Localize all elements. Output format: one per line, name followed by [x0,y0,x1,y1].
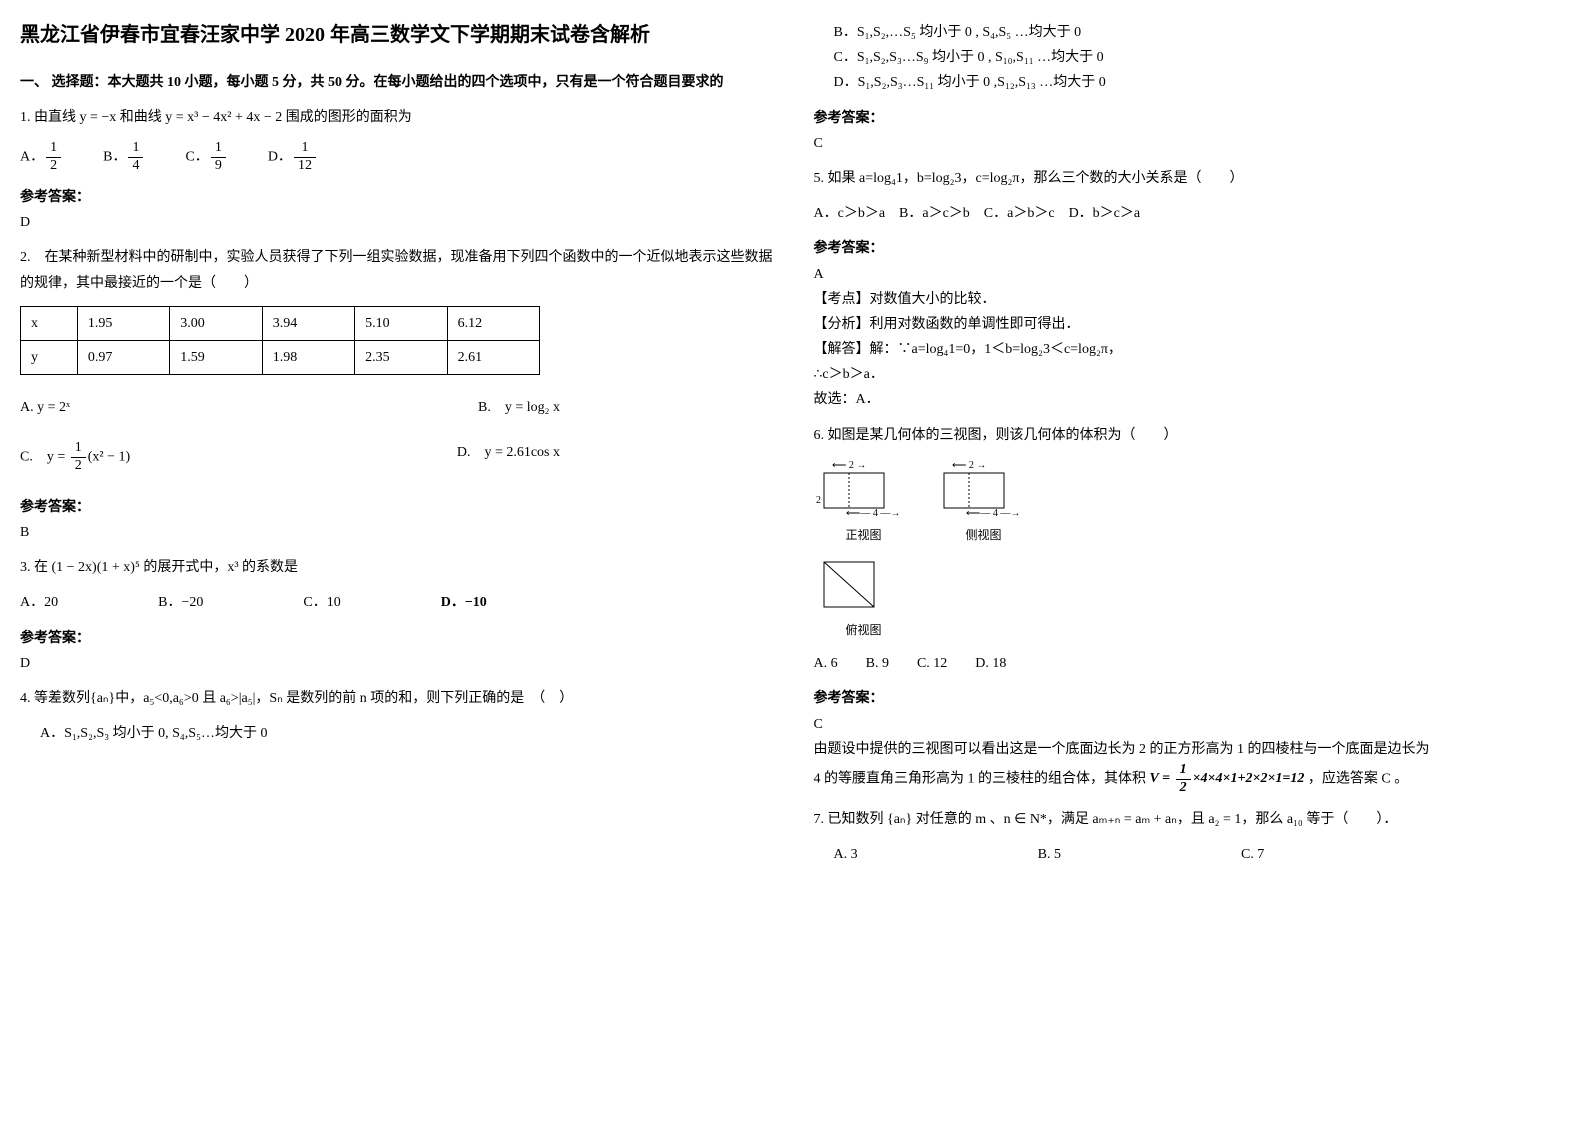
front-view-label: 正视图 [814,525,914,547]
q1-text: 1. 由直线 y = −x 和曲线 y = x³ − 4x² + 4x − 2 … [20,105,774,130]
q3-optA: A．20 [20,590,58,615]
q6-text: 6. 如图是某几何体的三视图，则该几何体的体积为（ ） [814,423,1568,448]
svg-text:⟵— 4 —→: ⟵— 4 —→ [966,508,1020,518]
q2-answer: B [20,520,774,545]
q5-sol4: ∴c＞b＞a． [814,362,1568,387]
q5-sol5: 故选：A． [814,387,1568,412]
q7-text: 7. 已知数列 {aₙ} 对任意的 m 、n ∈ N*，满足 aₘ₊ₙ = aₘ… [814,807,1568,832]
svg-text:⟵ 2 →: ⟵ 2 → [952,460,986,471]
q6-options: A. 6 B. 9 C. 12 D. 18 [814,651,1568,676]
q4-text: 4. 等差数列{aₙ}中，a₅<0,a₆>0 且 a₆>|a₅|，Sₙ 是数列的… [20,686,774,711]
page-title: 黑龙江省伊春市宜春汪家中学 2020 年高三数学文下学期期末试卷含解析 [20,20,774,50]
q1-optD: D．112 [268,140,318,175]
q1-answer: D [20,210,774,235]
q5-answer: A [814,262,1568,287]
table-row: x 1.95 3.00 3.94 5.10 6.12 [21,306,540,340]
q1-optC: C．19 [185,140,227,175]
q5-options: A．c＞b＞a B．a＞c＞b C．a＞b＞c D．b＞c＞a [814,201,1568,226]
q4-optD: D．S₁,S₂,S₃…S₁₁ 均小于 0 ,S₁₂,S₁₃ …均大于 0 [834,70,1568,95]
side-view-label: 侧视图 [934,525,1034,547]
section1-heading: 一、 选择题：本大题共 10 小题，每小题 5 分，共 50 分。在每小题给出的… [20,70,774,95]
q6-answer-label: 参考答案： [814,686,1568,711]
front-view-icon: ⟵ 2 → 2 ⟵— 4 —→ [814,458,914,518]
q2-text: 2. 在某种新型材料中的研制中，实验人员获得了下列一组实验数据，现准备用下列四个… [20,245,774,295]
q4-optB: B．S₁,S₂,…S₅ 均小于 0 , S₄,S₅ …均大于 0 [834,20,1568,45]
q5-sol1: 【考点】对数值大小的比较． [814,287,1568,312]
q1-optA: A．12 [20,140,63,175]
q1-answer-label: 参考答案： [20,185,774,210]
table-row: y 0.97 1.59 1.98 2.35 2.61 [21,340,540,374]
q3-answer-label: 参考答案： [20,626,774,651]
svg-text:⟵ 2 →: ⟵ 2 → [832,460,866,471]
q2-optB: B. y = log₂ x [478,395,560,420]
q4-optA: A．S₁,S₂,S₃ 均小于 0, S₄,S₅…均大于 0 [40,721,774,746]
q6-sol1: 由题设中提供的三视图可以看出这是一个底面边长为 2 的正方形高为 1 的四棱柱与… [814,737,1568,762]
q2-answer-label: 参考答案： [20,495,774,520]
q2-optD: D. y = 2.61cos x [457,440,560,475]
svg-text:⟵— 4 —→: ⟵— 4 —→ [846,508,900,518]
q4-answer: C [814,131,1568,156]
q7-optC: C. 7 [1241,842,1264,867]
q5-sol2: 【分析】利用对数函数的单调性即可得出． [814,312,1568,337]
q5-sol3: 【解答】解：∵a=log₄1=0，1＜b=log₂3＜c=log₂π， [814,337,1568,362]
q3-optC: C．10 [303,590,340,615]
top-view-label: 俯视图 [814,620,914,642]
q5-answer-label: 参考答案： [814,236,1568,261]
three-view-diagram: ⟵ 2 → 2 ⟵— 4 —→ 正视图 ⟵ 2 → ⟵— 4 —→ [814,458,1568,641]
q7-optA: A. 3 [834,842,858,867]
top-view-icon [814,552,914,612]
q5-text: 5. 如果 a=log₄1，b=log₂3，c=log₂π，那么三个数的大小关系… [814,166,1568,191]
q4-answer-label: 参考答案： [814,106,1568,131]
svg-text:2: 2 [816,495,821,506]
q4-optC: C．S₁,S₂,S₃…S₉ 均小于 0 , S₁₀,S₁₁ …均大于 0 [834,45,1568,70]
q3-text: 3. 在 (1 − 2x)(1 + x)⁵ 的展开式中，x³ 的系数是 [20,555,774,580]
q6-sol2: 4 的等腰直角三角形高为 1 的三棱柱的组合体，其体积 V = 12×4×4×1… [814,762,1568,797]
q3-answer: D [20,651,774,676]
q2-optA: A. y = 2ˣ [20,395,70,420]
side-view-icon: ⟵ 2 → ⟵— 4 —→ [934,458,1034,518]
q3-optB: B．−20 [158,590,203,615]
q1-options: A．12 B．14 C．19 D．112 [20,140,774,175]
q2-optC: C. y = 12(x² − 1) [20,440,130,475]
q7-optB: B. 5 [1038,842,1061,867]
q2-table: x 1.95 3.00 3.94 5.10 6.12 y 0.97 1.59 1… [20,306,540,375]
q3-optD: D．−10 [441,590,487,615]
q6-answer: C [814,712,1568,737]
q1-optB: B．14 [103,140,145,175]
